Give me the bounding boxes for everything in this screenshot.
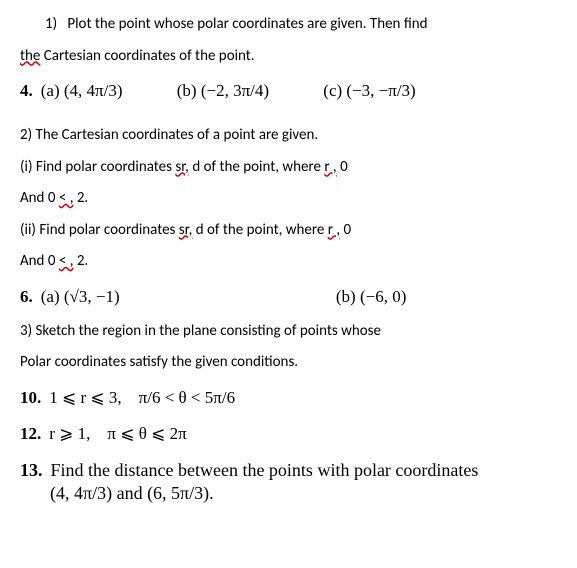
q3-line2: Polar coordinates satisfy the given cond…	[20, 353, 557, 373]
q2-i: (i) Find polar coordinates sr, d of the …	[20, 158, 557, 178]
q2-i-w1: sr,	[175, 158, 189, 176]
p6-b: (b) (−6, 0)	[336, 287, 406, 306]
q2-and2-w: < ,	[59, 252, 74, 270]
q1-line1: 1) Plot the point whose polar coordinate…	[45, 15, 557, 35]
q2-ii-w1: sr,	[179, 221, 193, 239]
p13-line2: (4, 4π/3) and (6, 5π/3).	[50, 482, 557, 505]
q2-and2: And 0 < , 2.	[20, 252, 557, 272]
p6-a: (a) (√3, −1)	[41, 287, 120, 306]
problem-12: 12. r ⩾ 1, π ⩽ θ ⩽ 2π	[20, 423, 557, 445]
p12-num: 12.	[20, 424, 41, 443]
p10-body: 1 ⩽ r ⩽ 3, π/6 < θ < 5π/6	[49, 388, 235, 407]
p6-num: 6.	[20, 287, 33, 306]
q3-line1: 3) Sketch the region in the plane consis…	[20, 322, 557, 342]
q2-ii: (ii) Find polar coordinates sr, d of the…	[20, 221, 557, 241]
q2-i-w2: r ,	[324, 158, 336, 176]
p4-a: (a) (4, 4π/3)	[41, 81, 123, 100]
q2-and1: And 0 < , 2.	[20, 189, 557, 209]
p13-line1: Find the distance between the points wit…	[51, 460, 479, 480]
q1-text1: Plot the point whose polar coordinates a…	[67, 15, 427, 33]
q2-line1: 2) The Cartesian coordinates of a point …	[20, 126, 557, 146]
q2-ii-pre: (ii) Find polar coordinates	[20, 221, 179, 239]
p13-num: 13.	[20, 460, 43, 480]
q2-ii-mid: d of the point, where	[192, 221, 327, 239]
q1-rest: Cartesian coordinates of the point.	[40, 47, 254, 65]
problem-6: 6. (a) (√3, −1) (b) (−6, 0)	[20, 286, 557, 308]
p12-body: r ⩾ 1, π ⩽ θ ⩽ 2π	[49, 424, 186, 443]
problem-13: 13. Find the distance between the points …	[20, 459, 557, 506]
q1-wavy: the	[20, 47, 40, 65]
problem-4: 4. (a) (4, 4π/3) (b) (−2, 3π/4) (c) (−3, …	[20, 80, 557, 102]
q2-i-pre: (i) Find polar coordinates	[20, 158, 175, 176]
q1-num: 1)	[45, 15, 57, 33]
q1-line2: the Cartesian coordinates of the point.	[20, 47, 557, 67]
p4-c: (c) (−3, −π/3)	[323, 81, 415, 100]
q2-and2-post: 2.	[73, 252, 88, 270]
problem-10: 10. 1 ⩽ r ⩽ 3, π/6 < θ < 5π/6	[20, 387, 557, 409]
p10-num: 10.	[20, 388, 41, 407]
q2-ii-w2: r ,	[328, 221, 340, 239]
q2-ii-post: 0	[340, 221, 351, 239]
q2-and1-post: 2.	[73, 189, 88, 207]
q2-and1-w: < ,	[59, 189, 74, 207]
q2-and1-pre: And 0	[20, 189, 59, 207]
q2-i-mid: d of the point, where	[189, 158, 324, 176]
q2-and2-pre: And 0	[20, 252, 59, 270]
p4-b: (b) (−2, 3π/4)	[177, 81, 269, 100]
q2-i-post: 0	[337, 158, 348, 176]
p4-num: 4.	[20, 81, 33, 100]
